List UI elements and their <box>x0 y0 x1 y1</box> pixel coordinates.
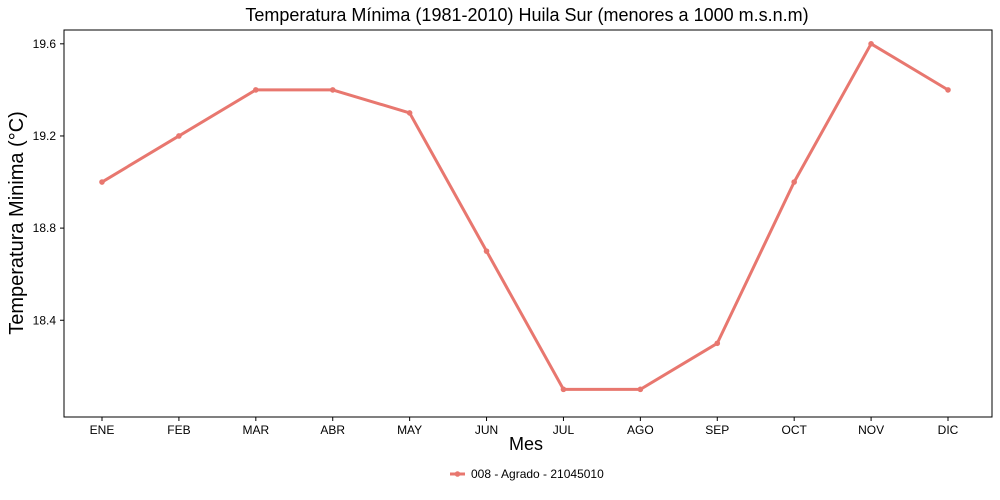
x-tick-label: NOV <box>858 423 884 437</box>
data-point <box>637 386 644 393</box>
x-tick-label: AGO <box>627 423 654 437</box>
y-axis-title: Temperatura Minima (°C) <box>6 111 28 335</box>
x-tick-label: JUN <box>475 423 498 437</box>
data-point <box>791 179 797 185</box>
x-tick-label: JUL <box>553 423 575 437</box>
series-line <box>100 42 950 391</box>
x-tick-label: OCT <box>782 423 808 437</box>
legend: 008 - Agrado - 21045010 <box>450 467 604 481</box>
x-tick-label: MAR <box>242 423 269 437</box>
data-point <box>406 110 413 116</box>
series-layer <box>99 41 951 393</box>
data-point <box>253 87 259 93</box>
legend-marker <box>454 471 461 477</box>
plot-frame <box>63 29 993 418</box>
chart-title: Temperatura Mínima (1981-2010) Huila Sur… <box>245 5 808 25</box>
x-tick-label: DIC <box>938 423 959 437</box>
y-tick-label: 19.2 <box>33 129 57 143</box>
data-point <box>560 386 567 393</box>
x-axis-title: Mes <box>509 434 543 454</box>
x-tick-label: ENE <box>90 423 115 437</box>
data-point <box>99 179 105 185</box>
data-point <box>483 248 490 254</box>
x-tick-label: MAY <box>397 423 422 437</box>
y-tick-label: 18.8 <box>33 221 57 235</box>
data-point <box>868 41 874 47</box>
data-point <box>329 87 336 93</box>
x-tick-label: SEP <box>705 423 729 437</box>
data-point <box>176 133 182 139</box>
x-tick-label: ABR <box>320 423 345 437</box>
ticks-layer: 18.4 18.8 19.2 19.6 ENE FEB MAR ABR MAY JUN JUL AGO… <box>33 37 959 437</box>
x-tick-label: FEB <box>167 423 190 437</box>
y-tick-label: 18.4 <box>33 313 57 327</box>
data-point <box>714 340 721 347</box>
y-tick-label: 19.6 <box>33 37 57 51</box>
data-point <box>945 87 951 93</box>
legend-label: 008 - Agrado - 21045010 <box>471 467 604 481</box>
